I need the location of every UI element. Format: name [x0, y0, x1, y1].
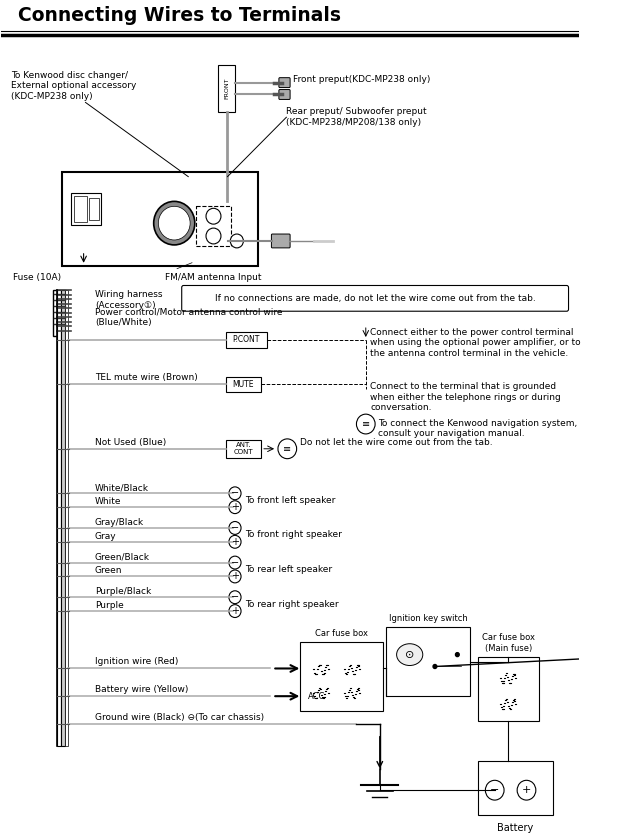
FancyBboxPatch shape	[279, 78, 290, 88]
Text: Green: Green	[95, 567, 122, 575]
Text: FM/AM antenna Input: FM/AM antenna Input	[165, 273, 261, 282]
Text: Ignition wire (Red): Ignition wire (Red)	[95, 657, 178, 666]
Circle shape	[485, 780, 504, 800]
Text: MUTE: MUTE	[232, 380, 254, 389]
Circle shape	[357, 414, 375, 434]
Text: Purple: Purple	[95, 601, 124, 610]
Circle shape	[455, 653, 459, 656]
FancyBboxPatch shape	[89, 198, 98, 220]
Text: P.CONT: P.CONT	[232, 335, 260, 344]
Circle shape	[158, 206, 190, 240]
FancyBboxPatch shape	[478, 656, 539, 721]
Text: Purple/Black: Purple/Black	[95, 587, 151, 596]
FancyBboxPatch shape	[226, 376, 261, 392]
Bar	[65, 290, 68, 746]
Text: +: +	[231, 606, 239, 616]
FancyBboxPatch shape	[271, 234, 290, 248]
Text: +: +	[522, 785, 531, 795]
Text: If no connections are made, do not let the wire come out from the tab.: If no connections are made, do not let t…	[214, 294, 536, 303]
Text: Car fuse box
(Main fuse): Car fuse box (Main fuse)	[482, 633, 535, 653]
Text: White: White	[95, 497, 121, 506]
Text: Car fuse box: Car fuse box	[315, 629, 368, 638]
Text: To Kenwood disc changer/
External optional accessory
(KDC-MP238 only): To Kenwood disc changer/ External option…	[11, 71, 136, 100]
Text: −: −	[231, 592, 239, 602]
Text: −: −	[490, 785, 499, 795]
Text: White/Black: White/Black	[95, 483, 149, 492]
Ellipse shape	[397, 644, 423, 665]
Circle shape	[517, 780, 536, 800]
FancyBboxPatch shape	[279, 89, 290, 99]
FancyBboxPatch shape	[196, 206, 231, 246]
Text: −: −	[231, 523, 239, 533]
Circle shape	[229, 591, 241, 604]
FancyBboxPatch shape	[53, 290, 66, 336]
Text: Ground wire (Black) ⊖(To car chassis): Ground wire (Black) ⊖(To car chassis)	[95, 713, 264, 722]
Text: Battery wire (Yellow): Battery wire (Yellow)	[95, 686, 188, 694]
Circle shape	[229, 604, 241, 618]
FancyBboxPatch shape	[62, 171, 258, 266]
Circle shape	[206, 228, 221, 244]
FancyBboxPatch shape	[226, 332, 267, 348]
Text: ANT.
CONT: ANT. CONT	[234, 442, 253, 456]
Text: Fuse (10A): Fuse (10A)	[12, 273, 61, 282]
Circle shape	[154, 201, 195, 245]
Circle shape	[231, 234, 243, 248]
Bar	[57, 290, 61, 746]
Circle shape	[229, 522, 241, 534]
Circle shape	[229, 501, 241, 513]
Text: +: +	[231, 502, 239, 512]
Circle shape	[229, 535, 241, 548]
Text: Front preput(KDC-MP238 only): Front preput(KDC-MP238 only)	[293, 74, 430, 84]
Text: Do not let the wire come out from the tab.: Do not let the wire come out from the ta…	[300, 438, 493, 446]
Circle shape	[433, 665, 437, 669]
Text: ⊙: ⊙	[405, 650, 415, 660]
Text: Wiring harness
(Accessory①): Wiring harness (Accessory①)	[95, 290, 163, 310]
Circle shape	[229, 487, 241, 500]
Text: ACC: ACC	[308, 692, 325, 701]
Circle shape	[278, 439, 297, 459]
FancyBboxPatch shape	[478, 761, 552, 815]
Text: −: −	[231, 558, 239, 568]
Text: FRONT: FRONT	[224, 78, 229, 99]
Text: To rear right speaker: To rear right speaker	[245, 599, 339, 609]
FancyBboxPatch shape	[226, 440, 261, 457]
Circle shape	[229, 556, 241, 569]
Text: Rear preput/ Subwoofer preput
(KDC-MP238/MP208/138 only): Rear preput/ Subwoofer preput (KDC-MP238…	[286, 107, 427, 127]
FancyBboxPatch shape	[300, 642, 383, 711]
FancyBboxPatch shape	[386, 627, 470, 696]
FancyBboxPatch shape	[72, 193, 101, 225]
Text: To rear left speaker: To rear left speaker	[245, 565, 332, 574]
Text: Connect to the terminal that is grounded
when either the telephone rings or duri: Connect to the terminal that is grounded…	[370, 383, 561, 412]
Bar	[61, 290, 65, 746]
Text: Connecting Wires to Terminals: Connecting Wires to Terminals	[18, 6, 341, 25]
FancyBboxPatch shape	[218, 65, 235, 112]
Text: Green/Black: Green/Black	[95, 553, 150, 562]
Text: ≡: ≡	[283, 444, 291, 454]
Text: To connect the Kenwood navigation system,
consult your navigation manual.: To connect the Kenwood navigation system…	[378, 419, 577, 439]
Circle shape	[229, 570, 241, 583]
Circle shape	[206, 208, 221, 224]
Text: Gray: Gray	[95, 532, 116, 541]
FancyBboxPatch shape	[182, 285, 569, 311]
Text: To front left speaker: To front left speaker	[245, 496, 336, 505]
Text: Power control/Motor antenna control wire
(Blue/White): Power control/Motor antenna control wire…	[95, 308, 282, 327]
Text: To front right speaker: To front right speaker	[245, 530, 342, 539]
Text: Not Used (Blue): Not Used (Blue)	[95, 438, 166, 446]
Text: ≡: ≡	[362, 419, 370, 429]
Text: TEL mute wire (Brown): TEL mute wire (Brown)	[95, 374, 198, 383]
Text: Gray/Black: Gray/Black	[95, 518, 144, 527]
Text: −: −	[231, 488, 239, 498]
Text: +: +	[231, 537, 239, 547]
Text: +: +	[231, 572, 239, 582]
Text: Ignition key switch: Ignition key switch	[389, 614, 468, 623]
FancyBboxPatch shape	[74, 196, 87, 222]
Text: Connect either to the power control terminal
when using the optional power ampli: Connect either to the power control term…	[370, 328, 581, 358]
Text: Battery: Battery	[497, 823, 533, 833]
